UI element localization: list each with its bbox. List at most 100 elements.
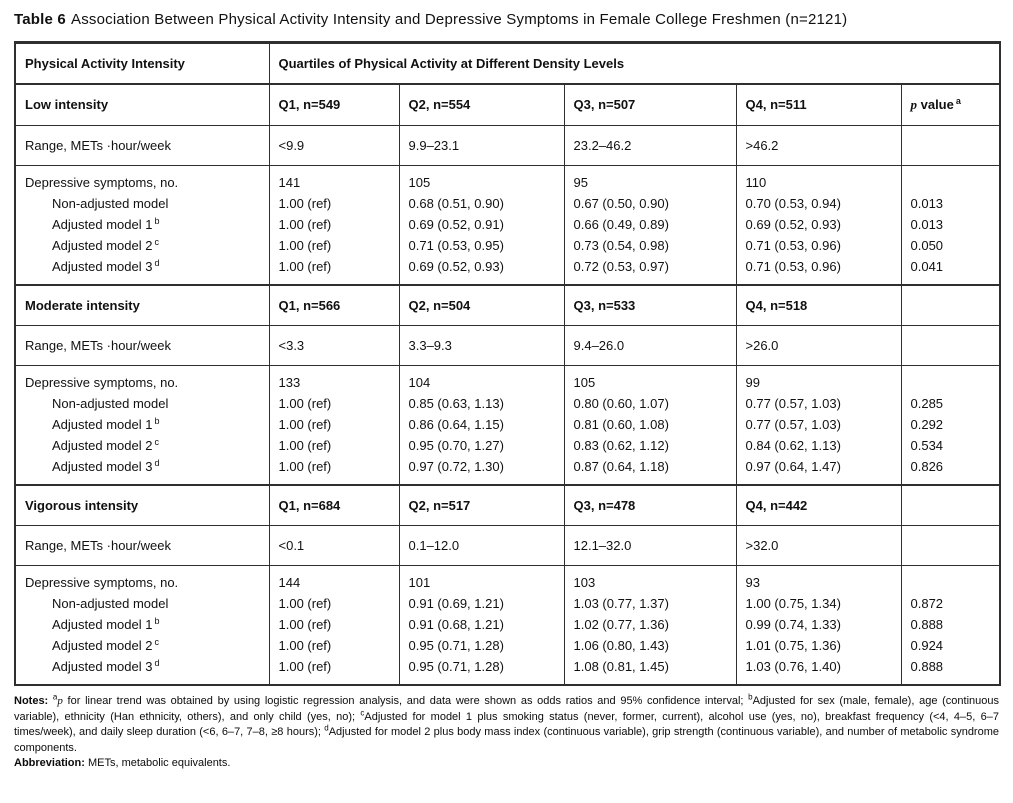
values-cell: 101 0.91 (0.69, 1.21) 0.91 (0.68, 1.21) … [398,565,565,686]
model-label-text: Adjusted model 1 [52,617,153,632]
footnote-marker: a [955,95,961,106]
range-value: 9.4–26.0 [563,325,737,366]
or-value: 1.06 (0.80, 1.43) [573,638,669,653]
count-value: 144 [278,575,301,590]
count-value: 110 [745,175,767,190]
empty-cell [900,125,1001,166]
count-value: 105 [573,375,596,390]
quartile-header: Q4, n=511 [735,83,902,126]
footnote-marker: c [154,236,159,247]
or-value: 0.77 (0.57, 1.03) [745,396,841,411]
quartile-header: Q4, n=518 [735,284,902,326]
range-row: Range, METs ·hour/week <0.1 0.1–12.0 12.… [14,525,1001,566]
values-cell: 144 1.00 (ref) 1.00 (ref) 1.00 (ref) 1.0… [268,565,400,686]
range-value: >32.0 [735,525,902,566]
empty-cell [900,525,1001,566]
col-header-quartiles: Quartiles of Physical Activity at Differ… [268,42,1001,85]
depressive-symptoms-label: Depressive symptoms, no. [25,575,179,590]
footnote-marker: d [324,723,329,733]
or-value: 1.03 (0.77, 1.37) [573,596,669,611]
or-value: 0.66 (0.49, 0.89) [573,217,669,232]
or-value: 0.69 (0.52, 0.91) [408,217,504,232]
section-header-row: Moderate intensity Q1, n=566 Q2, n=504 Q… [14,284,1001,326]
range-value: >46.2 [735,125,902,166]
or-value: 1.00 (ref) [278,238,332,253]
p-value: 0.285 [910,396,944,411]
p-header-rest: value [917,97,954,112]
values-cell: 95 0.67 (0.50, 0.90) 0.66 (0.49, 0.89) 0… [563,165,737,286]
model-label-text: Adjusted model 2 [52,238,153,253]
values-cell: 105 0.80 (0.60, 1.07) 0.81 (0.60, 1.08) … [563,365,737,486]
or-value: 0.68 (0.51, 0.90) [408,196,504,211]
quartile-header: Q1, n=549 [268,83,400,126]
or-value: 1.00 (ref) [278,459,332,474]
notes-label: Notes: [14,695,49,707]
spacer-line [911,572,991,593]
depressive-symptoms-label: Depressive symptoms, no. [25,375,179,390]
or-value: 0.91 (0.68, 1.21) [408,617,504,632]
range-row: Range, METs ·hour/week <3.3 3.3–9.3 9.4–… [14,325,1001,366]
page: Table 6 Association Between Physical Acti… [14,11,1002,772]
or-value: 0.77 (0.57, 1.03) [745,417,841,432]
notes-text: Notes: ap for linear trend was obtained … [14,692,999,756]
values-cell: 141 1.00 (ref) 1.00 (ref) 1.00 (ref) 1.0… [268,165,400,286]
footnote-marker: d [154,657,160,668]
range-row: Range, METs ·hour/week <9.9 9.9–23.1 23.… [14,125,1001,166]
footnote-marker: b [748,692,753,702]
section-name: Low intensity [14,83,270,126]
or-value: 0.95 (0.71, 1.28) [408,659,504,674]
p-value: 0.924 [910,638,944,653]
count-value: 95 [573,175,588,190]
or-value: 0.91 (0.69, 1.21) [408,596,504,611]
model-label: Non-adjusted model [25,393,260,414]
or-value: 1.00 (ref) [278,217,332,232]
or-value: 0.97 (0.64, 1.47) [745,459,841,474]
depressive-symptoms-label: Depressive symptoms, no. [25,175,179,190]
quartile-header: Q3, n=478 [563,484,737,526]
or-value: 0.73 (0.54, 0.98) [573,238,669,253]
model-label-text: Adjusted model 3 [52,459,153,474]
footnote-marker: d [154,257,160,268]
footnote-marker: c [154,636,159,647]
or-value: 0.95 (0.70, 1.27) [408,438,504,453]
or-value: 1.00 (ref) [278,438,332,453]
values-cell: 93 1.00 (0.75, 1.34) 0.99 (0.74, 1.33) 1… [735,565,902,686]
p-values-cell: 0.285 0.292 0.534 0.826 [900,365,1001,486]
p-value: 0.041 [910,259,944,274]
footnote-marker: d [154,457,160,468]
range-label: Range, METs ·hour/week [14,125,270,166]
spacer-line [911,372,991,393]
abbreviation-text: Abbreviation: METs, metabolic equivalent… [14,756,999,772]
quartile-header: Q2, n=554 [398,83,565,126]
values-cell: 103 1.03 (0.77, 1.37) 1.02 (0.77, 1.36) … [563,565,737,686]
p-value: 0.013 [910,196,944,211]
quartile-header: Q2, n=504 [398,284,565,326]
p-italic: p [910,97,918,112]
footnote-marker: b [154,415,160,426]
p-value: 0.050 [910,238,944,253]
footnote-marker: c [154,436,159,447]
or-value: 0.87 (0.64, 1.18) [573,459,669,474]
or-value: 1.03 (0.76, 1.40) [745,659,841,674]
section-name: Moderate intensity [14,284,270,326]
count-value: 104 [408,375,431,390]
model-label-text: Adjusted model 2 [52,638,153,653]
model-label: Non-adjusted model [25,193,260,214]
spacer-line [911,172,991,193]
empty-cell [900,325,1001,366]
footnote-marker: c [360,707,365,717]
p-values-cell: 0.872 0.888 0.924 0.888 [900,565,1001,686]
p-value: 0.888 [910,659,944,674]
values-cell: 99 0.77 (0.57, 1.03) 0.77 (0.57, 1.03) 0… [735,365,902,486]
section-header-row: Vigorous intensity Q1, n=684 Q2, n=517 Q… [14,484,1001,526]
or-value: 0.84 (0.62, 1.13) [745,438,841,453]
quartile-header: Q4, n=442 [735,484,902,526]
model-label-text: Adjusted model 3 [52,659,153,674]
range-value: 12.1–32.0 [563,525,737,566]
notes-segment: Adjusted for sex (male, female), age (co… [14,695,999,723]
or-value: 1.00 (ref) [278,417,332,432]
quartile-header: Q1, n=684 [268,484,400,526]
